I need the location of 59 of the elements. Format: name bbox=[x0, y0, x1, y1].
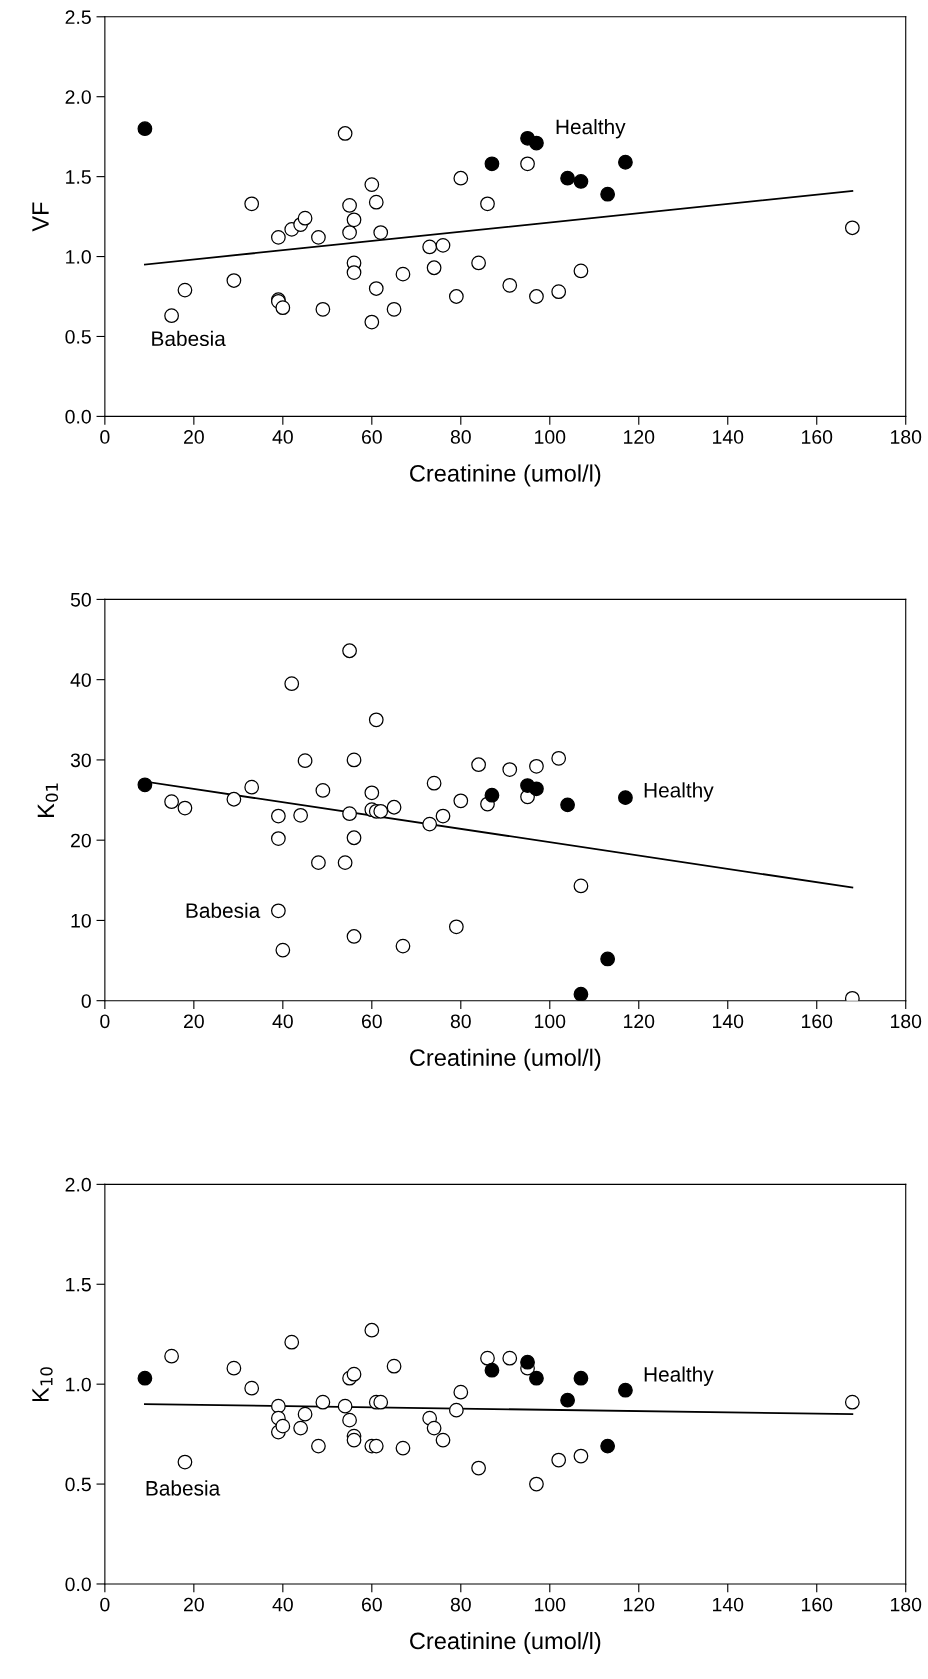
y-axis-title: K$_{10}$ bbox=[32, 1367, 53, 1402]
y-tick-label: 1.0 bbox=[66, 250, 91, 264]
x-tick-label: 140 bbox=[713, 430, 744, 444]
y-tick-label: 2.0 bbox=[65, 90, 91, 104]
y-tick-label: 2.5 bbox=[65, 10, 91, 25]
y-tick-label: 30 bbox=[70, 753, 91, 768]
x-tick-label: 100 bbox=[535, 1014, 566, 1029]
x-axis-title: Creatinine (umol/l) bbox=[410, 464, 601, 487]
y-tick-label: 10 bbox=[71, 913, 91, 928]
x-tick-label: 100 bbox=[535, 1597, 566, 1612]
x-tick-label: 60 bbox=[361, 1014, 382, 1029]
y-tick-label: 2.0 bbox=[65, 1177, 91, 1192]
x-tick-label: 0 bbox=[100, 430, 110, 444]
y-tick-label: 0.0 bbox=[65, 409, 91, 424]
x-tick-label: 120 bbox=[624, 1597, 655, 1612]
x-tick-label: 80 bbox=[450, 430, 471, 444]
x-tick-label: 80 bbox=[450, 1014, 471, 1029]
x-tick-label: 180 bbox=[890, 1014, 922, 1029]
x-tick-label: 20 bbox=[184, 1014, 204, 1029]
y-tick-label: 1.0 bbox=[66, 1377, 91, 1392]
y-tick-label: 0.0 bbox=[65, 1577, 91, 1592]
x-tick-label: 40 bbox=[272, 1014, 293, 1029]
x-tick-label: 40 bbox=[272, 430, 293, 444]
x-axis-title: Creatinine (umol/l) bbox=[410, 1631, 601, 1654]
x-tick-label: 60 bbox=[361, 1597, 382, 1612]
x-tick-label: 140 bbox=[713, 1597, 744, 1612]
y-tick-label: 0.5 bbox=[65, 1477, 91, 1492]
x-tick-label: 160 bbox=[802, 1597, 833, 1612]
x-tick-label: 180 bbox=[890, 1597, 922, 1612]
x-tick-label: 160 bbox=[802, 1014, 833, 1029]
annotation: Healthy bbox=[644, 1366, 714, 1386]
y-tick-label: 1.5 bbox=[66, 1277, 91, 1292]
x-tick-label: 0 bbox=[100, 1597, 110, 1612]
y-axis-title: K$_{01}$ bbox=[37, 783, 59, 817]
y-tick-label: 50 bbox=[70, 592, 91, 607]
annotation: Healthy bbox=[644, 782, 714, 802]
y-tick-label: 0.5 bbox=[65, 329, 91, 344]
x-axis-title: Creatinine (umol/l) bbox=[410, 1048, 601, 1071]
x-tick-label: 160 bbox=[802, 430, 833, 444]
annotation: Babesia bbox=[152, 330, 226, 347]
x-tick-label: 180 bbox=[890, 430, 922, 444]
y-tick-label: 1.5 bbox=[66, 170, 91, 184]
x-tick-label: 80 bbox=[450, 1597, 471, 1612]
y-tick-label: 20 bbox=[71, 833, 91, 848]
annotation: Healthy bbox=[556, 118, 626, 139]
annotation: Babesia bbox=[186, 902, 261, 918]
x-tick-label: 20 bbox=[184, 1597, 204, 1612]
x-tick-label: 60 bbox=[361, 430, 382, 444]
y-tick-label: 0 bbox=[81, 994, 91, 1008]
y-axis-title: VF bbox=[32, 202, 49, 232]
x-tick-label: 140 bbox=[713, 1014, 744, 1029]
x-tick-label: 100 bbox=[535, 430, 566, 444]
x-tick-label: 0 bbox=[100, 1014, 110, 1029]
annotation: Babesia bbox=[146, 1480, 221, 1496]
x-tick-label: 40 bbox=[272, 1597, 293, 1612]
y-tick-label: 40 bbox=[70, 673, 91, 687]
x-tick-label: 20 bbox=[184, 430, 204, 444]
x-tick-label: 120 bbox=[624, 1014, 655, 1029]
x-tick-label: 120 bbox=[624, 430, 655, 444]
